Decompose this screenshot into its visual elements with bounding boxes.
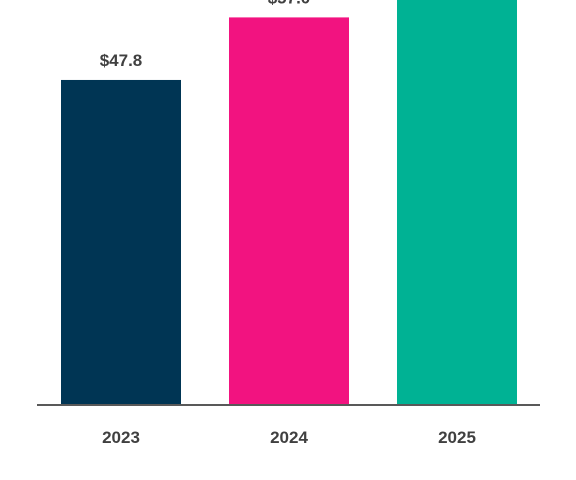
x-tick-label-2024: 2024 xyxy=(270,428,308,447)
x-tick-labels-group: 2023 2024 2025 xyxy=(102,428,476,447)
bars-group xyxy=(61,0,517,406)
value-label-2023: $47.8 xyxy=(100,51,143,70)
x-tick-label-2023: 2023 xyxy=(102,428,140,447)
bar-2024 xyxy=(229,17,349,406)
bar-2025 xyxy=(397,0,517,406)
bar-2023 xyxy=(61,79,181,406)
x-tick-label-2025: 2025 xyxy=(438,428,476,447)
value-label-2024: $57.0 xyxy=(268,0,311,7)
value-labels-group: $47.8$57.0$61.9 xyxy=(100,0,311,70)
